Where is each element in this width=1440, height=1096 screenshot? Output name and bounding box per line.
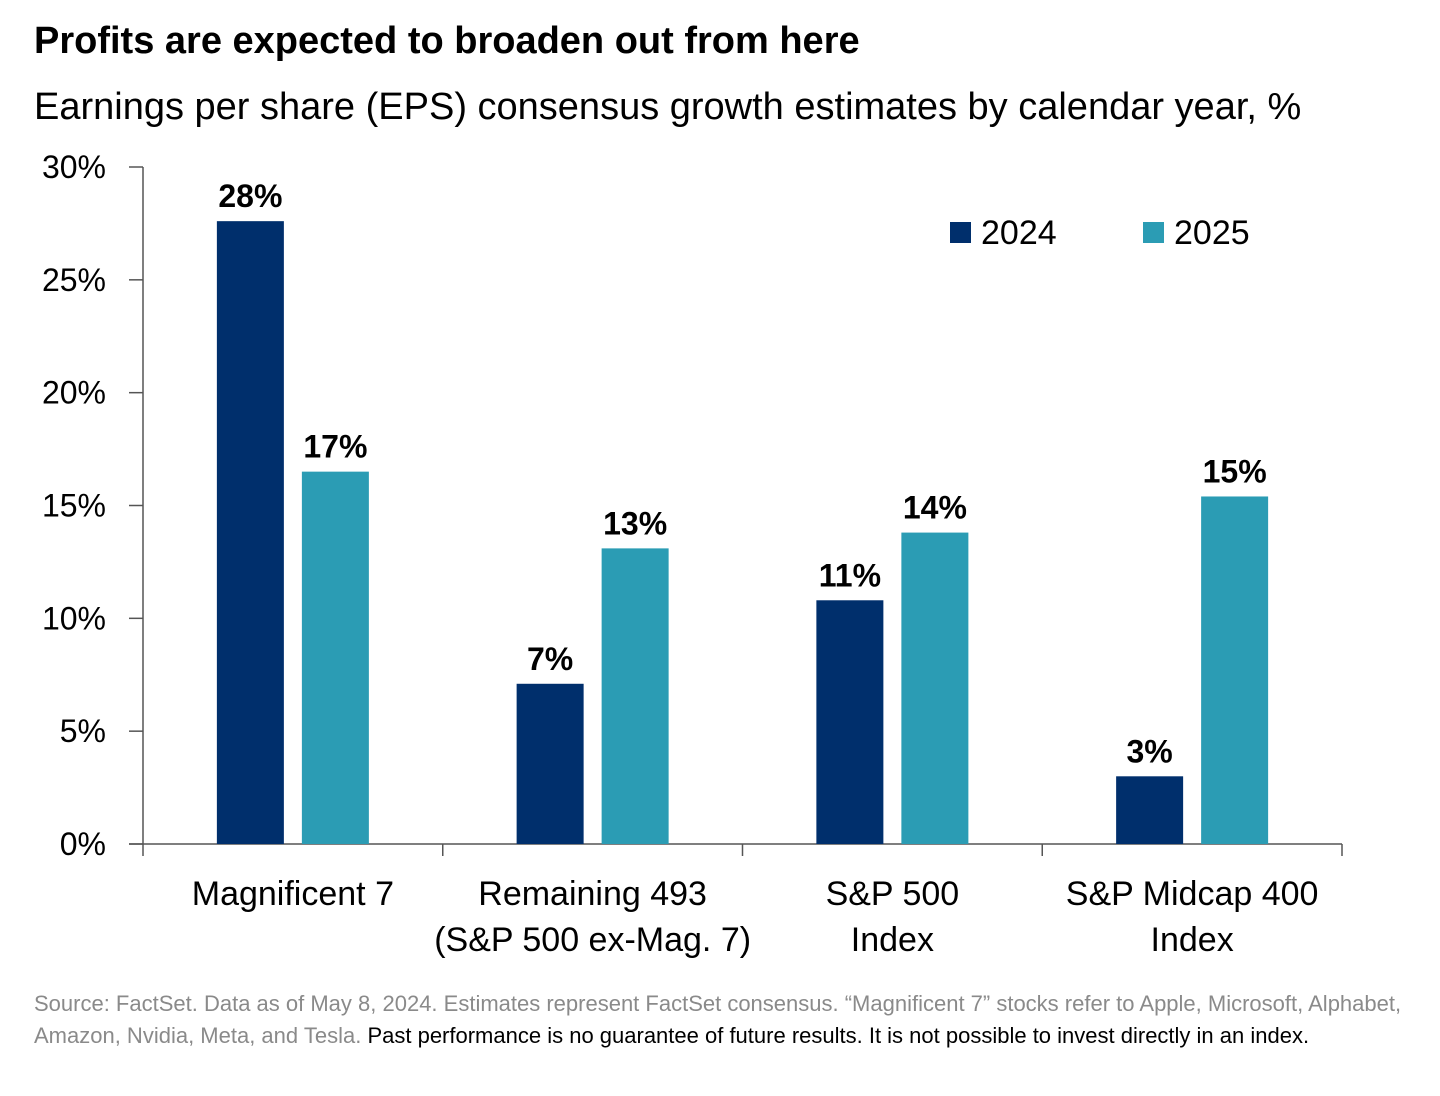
legend-swatch-2025 xyxy=(1143,222,1164,243)
data-label: 17% xyxy=(303,429,367,465)
data-label: 13% xyxy=(603,505,667,541)
bar-chart: 0% 5% 10% 15% 20% 25% 30% 28% 17% Magnificent 7 7%… xyxy=(42,149,1343,959)
x-tick-label: (S&P 500 ex-Mag. 7) xyxy=(434,921,751,959)
legend-label-2024: 2024 xyxy=(981,214,1057,252)
footnote-source: Source: FactSet. Data as of May 8, 2024.… xyxy=(34,991,1402,1048)
footnote-disclaimer: Past performance is no guarantee of futu… xyxy=(367,1023,1310,1048)
chart-title: Profits are expected to broaden out from… xyxy=(34,20,860,62)
bar-2025 xyxy=(601,548,669,844)
data-label: 11% xyxy=(819,557,881,593)
y-tick-label: 25% xyxy=(42,262,106,298)
bar-2024 xyxy=(1116,776,1184,844)
x-tick-label: S&P Midcap 400 xyxy=(1066,875,1319,913)
bar-2024 xyxy=(216,221,284,844)
y-tick-label: 10% xyxy=(42,600,106,636)
data-label: 28% xyxy=(218,178,282,214)
legend-label-2025: 2025 xyxy=(1174,214,1250,252)
bar-2024 xyxy=(816,600,884,844)
chart-subtitle: Earnings per share (EPS) consensus growt… xyxy=(34,86,1302,128)
y-tick-label: 30% xyxy=(42,149,106,185)
y-tick-label: 5% xyxy=(60,713,106,749)
x-tick-label: Index xyxy=(851,921,934,959)
y-tick-label: 20% xyxy=(42,375,106,411)
x-tick-label: Index xyxy=(1151,921,1234,959)
bar-2024 xyxy=(516,683,584,844)
legend-swatch-2024 xyxy=(950,222,971,243)
footnote: Source: FactSet. Data as of May 8, 2024.… xyxy=(34,988,1414,1052)
x-tick-label: Magnificent 7 xyxy=(192,875,394,913)
y-tick-label: 15% xyxy=(42,488,106,524)
data-label: 7% xyxy=(527,641,573,677)
x-tick-label: Remaining 493 xyxy=(478,875,707,913)
x-tick-label: S&P 500 xyxy=(826,875,960,913)
y-tick-label: 0% xyxy=(60,826,106,862)
bar-2025 xyxy=(901,532,969,844)
data-label: 3% xyxy=(1127,733,1173,769)
data-label: 15% xyxy=(1203,453,1267,489)
bar-2025 xyxy=(301,471,369,844)
bar-2025 xyxy=(1201,496,1269,844)
data-label: 14% xyxy=(903,490,967,526)
